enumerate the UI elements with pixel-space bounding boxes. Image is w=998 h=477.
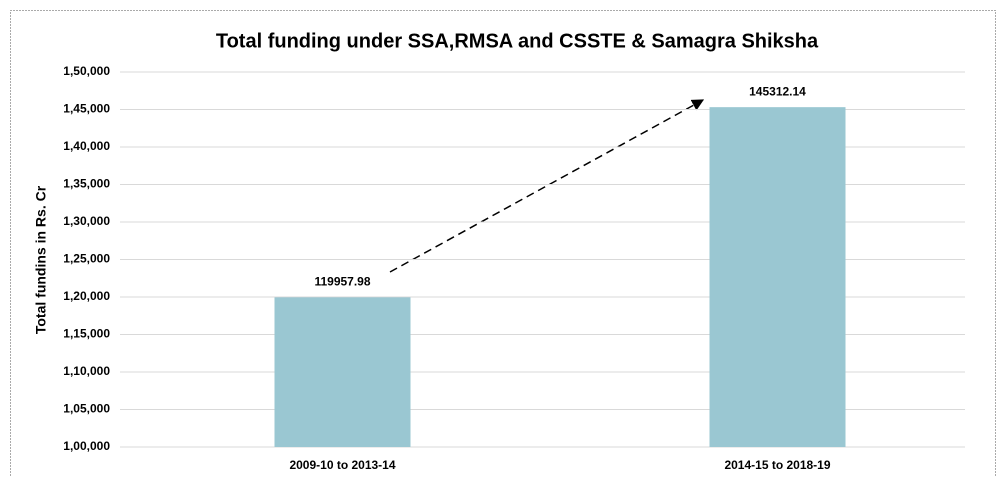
y-tick-label: 1,00,000 [63, 439, 110, 453]
frame [10, 10, 996, 477]
chart-title: Total funding under SSA,RMSA and CSSTE &… [216, 30, 819, 52]
y-axis-label: Total fundins in Rs. Cr [33, 185, 49, 334]
y-tick-label: 1,05,000 [63, 402, 110, 416]
y-tick-label: 1,50,000 [63, 64, 110, 78]
trend-arrow [389, 99, 705, 273]
x-tick-label: 2009-10 to 2013-14 [289, 458, 395, 472]
bar [709, 107, 846, 448]
y-tick-label: 1,20,000 [63, 289, 110, 303]
y-tick-label: 1,45,000 [63, 102, 110, 116]
x-tick-label: 2014-15 to 2018-19 [724, 458, 830, 472]
bar [274, 297, 411, 447]
y-tick-label: 1,10,000 [63, 364, 110, 378]
y-tick-label: 1,35,000 [63, 177, 110, 191]
data-label: 145312.14 [749, 84, 806, 98]
y-tick-label: 1,15,000 [63, 327, 110, 341]
data-label: 119957.98 [314, 274, 370, 288]
y-tick-label: 1,25,000 [63, 252, 110, 266]
y-tick-label: 1,40,000 [63, 139, 110, 153]
y-tick-label: 1,30,000 [63, 214, 110, 228]
